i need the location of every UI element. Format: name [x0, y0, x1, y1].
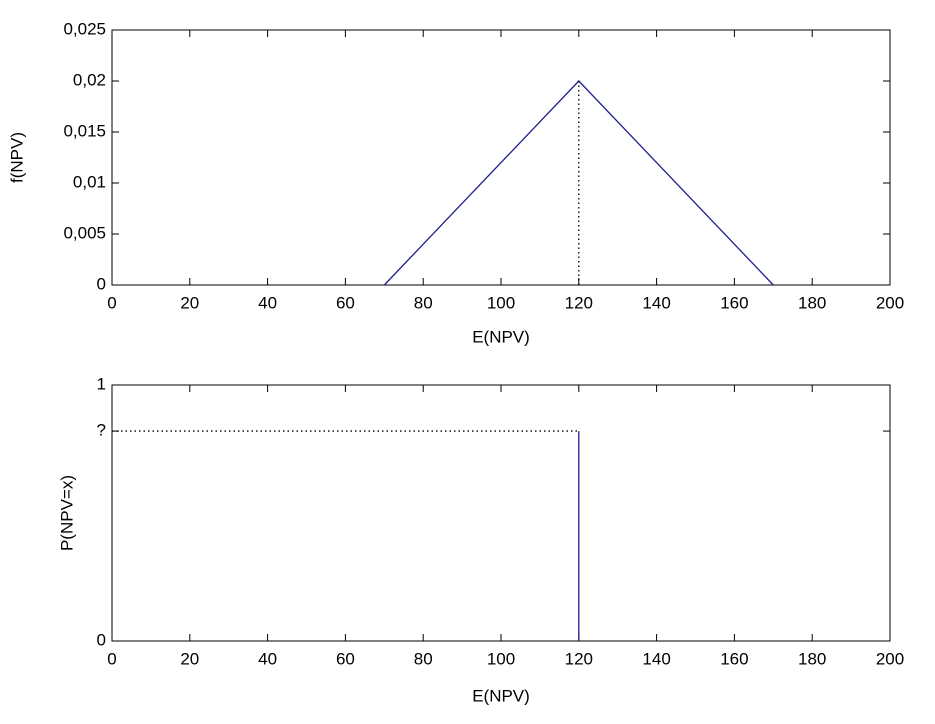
y-tick-label: 0,025 — [63, 19, 106, 38]
x-tick-label: 180 — [798, 293, 826, 312]
x-tick-label: 140 — [642, 293, 670, 312]
x-tick-label: 20 — [180, 649, 199, 668]
x-axis-label: E(NPV) — [472, 686, 530, 705]
x-tick-label: 180 — [798, 649, 826, 668]
x-tick-label: 120 — [565, 293, 593, 312]
x-tick-label: 40 — [258, 293, 277, 312]
y-tick-label: 1 — [97, 374, 106, 393]
y-tick-label: 0,015 — [63, 121, 106, 140]
y-tick-label: 0 — [97, 630, 106, 649]
y-tick-label: 0,01 — [73, 172, 106, 191]
y-tick-label: ? — [97, 421, 106, 440]
plot-area — [111, 384, 891, 642]
y-axis-label: f(NPV) — [7, 132, 26, 183]
x-tick-label: 40 — [258, 649, 277, 668]
x-tick-label: 0 — [107, 649, 116, 668]
x-tick-label: 60 — [336, 293, 355, 312]
x-tick-label: 100 — [487, 293, 515, 312]
y-tick-label: 0,005 — [63, 223, 106, 242]
x-tick-label: 160 — [720, 293, 748, 312]
x-tick-label: 120 — [565, 649, 593, 668]
x-tick-label: 80 — [414, 293, 433, 312]
x-tick-label: 160 — [720, 649, 748, 668]
x-tick-label: 20 — [180, 293, 199, 312]
y-tick-label: 0,02 — [73, 70, 106, 89]
x-tick-label: 0 — [107, 293, 116, 312]
x-tick-label: 140 — [642, 649, 670, 668]
plot-area — [111, 29, 891, 286]
x-tick-label: 80 — [414, 649, 433, 668]
y-axis-label: P(NPV=x) — [57, 475, 76, 551]
x-axis-label: E(NPV) — [472, 327, 530, 346]
x-tick-label: 60 — [336, 649, 355, 668]
y-tick-label: 0 — [97, 274, 106, 293]
x-tick-label: 100 — [487, 649, 515, 668]
x-tick-label: 200 — [876, 293, 904, 312]
x-tick-label: 200 — [876, 649, 904, 668]
